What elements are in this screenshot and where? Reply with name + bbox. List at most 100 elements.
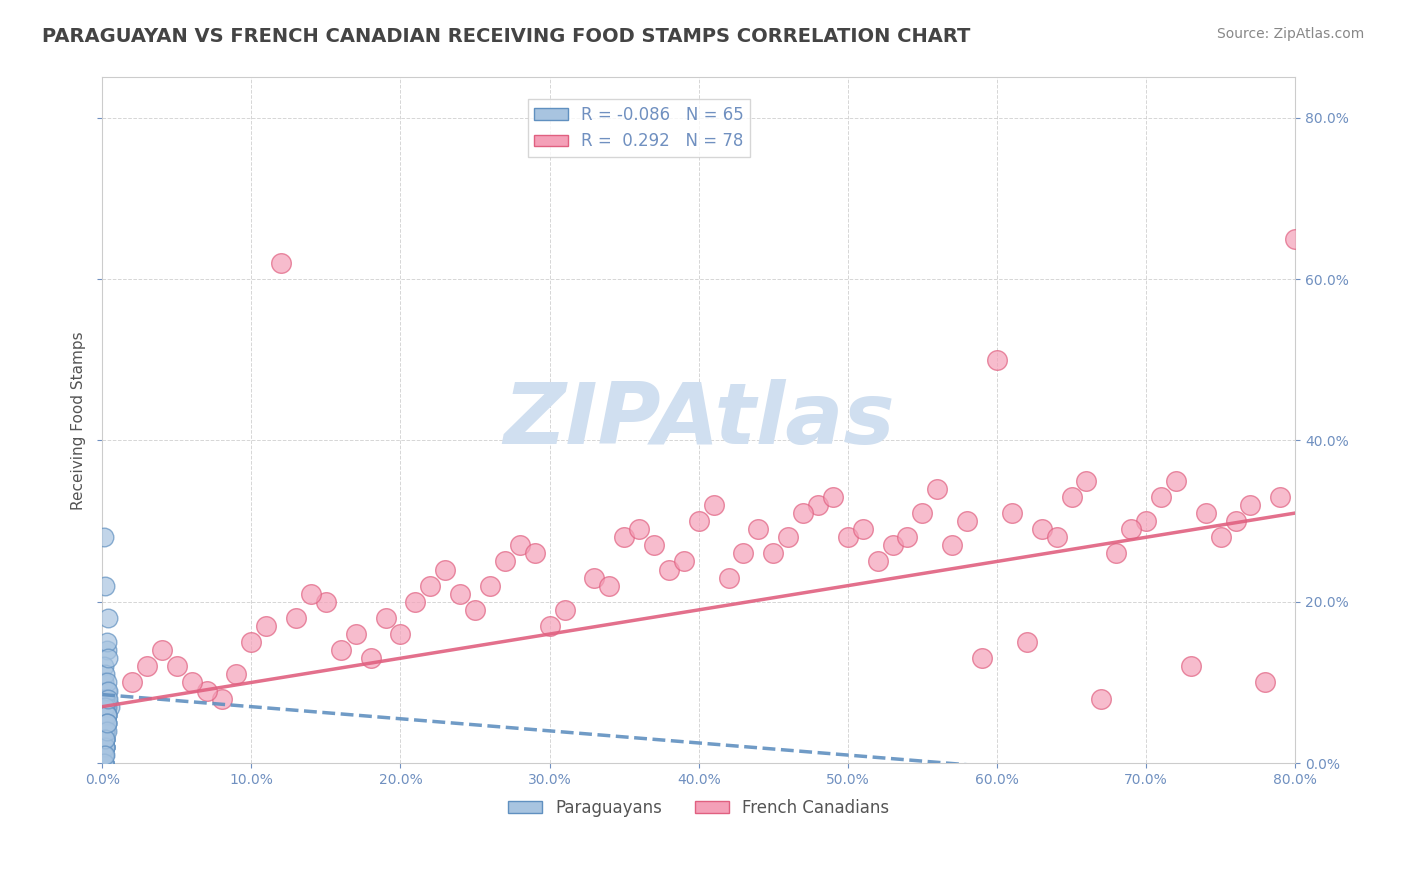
Point [94, 715, 117, 730]
Point [285, 611, 308, 625]
Point [896, 530, 918, 544]
Point [1239, 498, 1261, 512]
Point [1090, 691, 1112, 706]
Point [1284, 232, 1306, 246]
Point [211, 691, 233, 706]
Point [93, 747, 115, 762]
Point [96, 715, 118, 730]
Point [96, 707, 118, 722]
Point [93, 756, 115, 771]
Point [807, 498, 830, 512]
Point [94, 731, 117, 746]
Point [374, 611, 396, 625]
Point [96, 675, 118, 690]
Point [93, 756, 115, 771]
Point [93, 530, 115, 544]
Point [927, 482, 949, 496]
Point [97, 683, 120, 698]
Point [360, 651, 382, 665]
Point [180, 675, 202, 690]
Point [523, 546, 546, 560]
Point [94, 699, 117, 714]
Point [94, 739, 117, 754]
Point [1164, 474, 1187, 488]
Point [94, 723, 117, 738]
Point [956, 514, 979, 528]
Point [941, 538, 963, 552]
Point [389, 627, 412, 641]
Point [93, 723, 115, 738]
Point [93, 675, 115, 690]
Point [97, 651, 120, 665]
Point [672, 554, 695, 568]
Point [150, 643, 173, 657]
Point [762, 546, 785, 560]
Point [329, 643, 352, 657]
Point [93, 739, 115, 754]
Point [628, 522, 651, 536]
Point [94, 699, 117, 714]
Point [1015, 635, 1038, 649]
Point [464, 603, 486, 617]
Point [94, 731, 117, 746]
Point [97, 691, 120, 706]
Text: PARAGUAYAN VS FRENCH CANADIAN RECEIVING FOOD STAMPS CORRELATION CHART: PARAGUAYAN VS FRENCH CANADIAN RECEIVING … [42, 27, 970, 45]
Point [852, 522, 875, 536]
Text: ZIPAtlas: ZIPAtlas [503, 379, 894, 462]
Point [882, 538, 904, 552]
Point [93, 747, 115, 762]
Point [240, 635, 263, 649]
Point [1195, 506, 1218, 520]
Point [792, 506, 814, 520]
Point [94, 739, 117, 754]
Point [1121, 522, 1143, 536]
Point [419, 579, 441, 593]
Point [94, 731, 117, 746]
Point [509, 538, 531, 552]
Point [1046, 530, 1069, 544]
Point [96, 707, 118, 722]
Point [747, 522, 769, 536]
Point [94, 739, 117, 754]
Y-axis label: Receiving Food Stamps: Receiving Food Stamps [72, 331, 86, 509]
Point [98, 699, 121, 714]
Point [94, 579, 117, 593]
Point [94, 707, 117, 722]
Point [821, 490, 844, 504]
Point [538, 619, 561, 633]
Point [1001, 506, 1024, 520]
Point [94, 699, 117, 714]
Point [96, 635, 118, 649]
Point [94, 731, 117, 746]
Point [837, 530, 859, 544]
Point [1180, 659, 1202, 673]
Point [93, 747, 115, 762]
Point [583, 571, 606, 585]
Point [166, 659, 188, 673]
Point [344, 627, 367, 641]
Point [449, 587, 471, 601]
Point [254, 619, 277, 633]
Point [1270, 490, 1292, 504]
Point [911, 506, 934, 520]
Point [643, 538, 665, 552]
Point [1031, 522, 1053, 536]
Point [93, 756, 115, 771]
Point [404, 595, 426, 609]
Point [94, 667, 117, 681]
Point [96, 715, 118, 730]
Point [613, 530, 636, 544]
Point [96, 683, 118, 698]
Point [1105, 546, 1128, 560]
Point [93, 747, 115, 762]
Point [93, 747, 115, 762]
Point [93, 747, 115, 762]
Point [1254, 675, 1277, 690]
Point [195, 683, 218, 698]
Point [94, 739, 117, 754]
Point [93, 731, 115, 746]
Point [315, 595, 337, 609]
Point [96, 707, 118, 722]
Point [94, 723, 117, 738]
Point [1150, 490, 1173, 504]
